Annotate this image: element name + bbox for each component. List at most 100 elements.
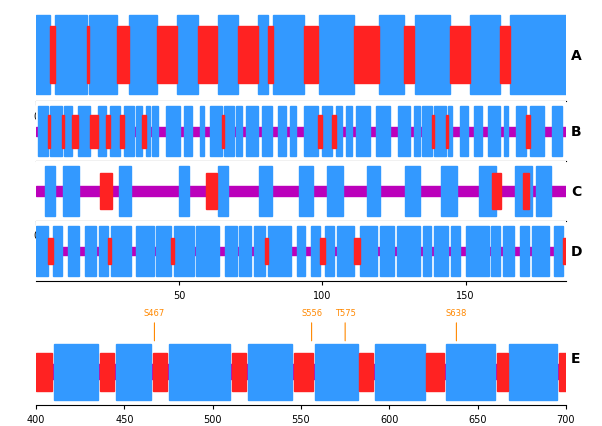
Bar <box>446 115 448 149</box>
Bar <box>116 344 151 400</box>
Bar <box>54 344 98 400</box>
Bar <box>197 27 217 83</box>
Bar <box>36 353 52 391</box>
Bar <box>375 344 424 400</box>
Bar <box>452 226 460 276</box>
Bar <box>238 27 258 83</box>
Bar <box>297 226 305 276</box>
Text: S638: S638 <box>445 308 467 341</box>
Bar <box>142 115 146 149</box>
Bar <box>434 226 448 276</box>
Bar <box>500 27 510 83</box>
Bar <box>405 167 420 217</box>
Bar <box>354 27 379 83</box>
Bar <box>196 226 219 276</box>
Bar <box>171 238 173 265</box>
Bar <box>45 167 55 217</box>
Bar <box>479 167 496 217</box>
Bar <box>359 353 373 391</box>
Text: E: E <box>571 351 581 365</box>
Bar <box>332 115 336 149</box>
Bar <box>360 226 377 276</box>
Bar <box>129 16 157 95</box>
Bar <box>450 27 470 83</box>
Bar <box>532 226 548 276</box>
Bar <box>36 364 566 380</box>
Bar <box>36 16 50 95</box>
Bar <box>398 107 410 157</box>
Bar <box>240 226 251 276</box>
Bar <box>55 16 87 95</box>
Bar <box>356 107 370 157</box>
Text: D: D <box>571 245 583 258</box>
Bar <box>510 16 566 95</box>
Bar <box>98 107 106 157</box>
Bar <box>273 16 303 95</box>
Bar <box>108 238 111 265</box>
Bar <box>89 16 117 95</box>
Bar <box>470 16 500 95</box>
Bar <box>50 107 62 157</box>
Bar <box>559 353 566 391</box>
Text: S556: S556 <box>301 308 322 341</box>
Bar <box>152 107 158 157</box>
Bar <box>325 226 334 276</box>
Bar <box>268 226 291 276</box>
Bar <box>320 238 325 265</box>
Bar <box>157 27 177 83</box>
Bar <box>414 107 420 157</box>
Bar <box>153 353 167 391</box>
Bar <box>67 226 79 276</box>
Bar <box>327 167 343 217</box>
Bar <box>222 115 224 149</box>
Bar <box>554 226 563 276</box>
Bar <box>488 107 500 157</box>
Bar <box>552 107 562 157</box>
Bar <box>322 107 332 157</box>
Bar <box>106 115 110 149</box>
Bar <box>219 167 228 217</box>
Bar <box>87 27 88 83</box>
Bar <box>259 167 272 217</box>
Bar <box>405 27 414 83</box>
Bar <box>117 27 129 83</box>
Bar <box>169 344 231 400</box>
Text: B: B <box>571 125 582 139</box>
Bar <box>111 226 131 276</box>
Bar <box>526 115 530 149</box>
Bar <box>200 107 204 157</box>
Bar <box>72 115 78 149</box>
Bar <box>38 107 48 157</box>
Bar <box>318 115 322 149</box>
Bar <box>294 353 314 391</box>
Bar <box>120 115 124 149</box>
Bar <box>304 107 318 157</box>
Bar <box>446 344 495 400</box>
Bar <box>48 115 50 149</box>
Bar <box>206 174 217 210</box>
Bar <box>397 226 420 276</box>
Bar <box>210 107 222 157</box>
Bar <box>268 27 273 83</box>
Bar <box>434 107 446 157</box>
Bar <box>415 16 450 95</box>
Text: A: A <box>571 49 582 62</box>
Bar <box>136 226 154 276</box>
Bar <box>85 226 96 276</box>
Bar <box>563 238 569 265</box>
Bar <box>62 115 64 149</box>
Bar <box>315 344 358 400</box>
Bar <box>100 174 113 210</box>
Bar <box>218 16 238 95</box>
Bar <box>36 127 566 137</box>
Bar <box>36 48 566 63</box>
Bar <box>504 107 508 157</box>
Bar <box>426 353 444 391</box>
Bar <box>367 167 380 217</box>
Bar <box>354 238 360 265</box>
Bar <box>299 167 312 217</box>
Bar <box>63 167 78 217</box>
Bar <box>278 107 286 157</box>
Bar <box>423 226 431 276</box>
Bar <box>36 226 48 276</box>
